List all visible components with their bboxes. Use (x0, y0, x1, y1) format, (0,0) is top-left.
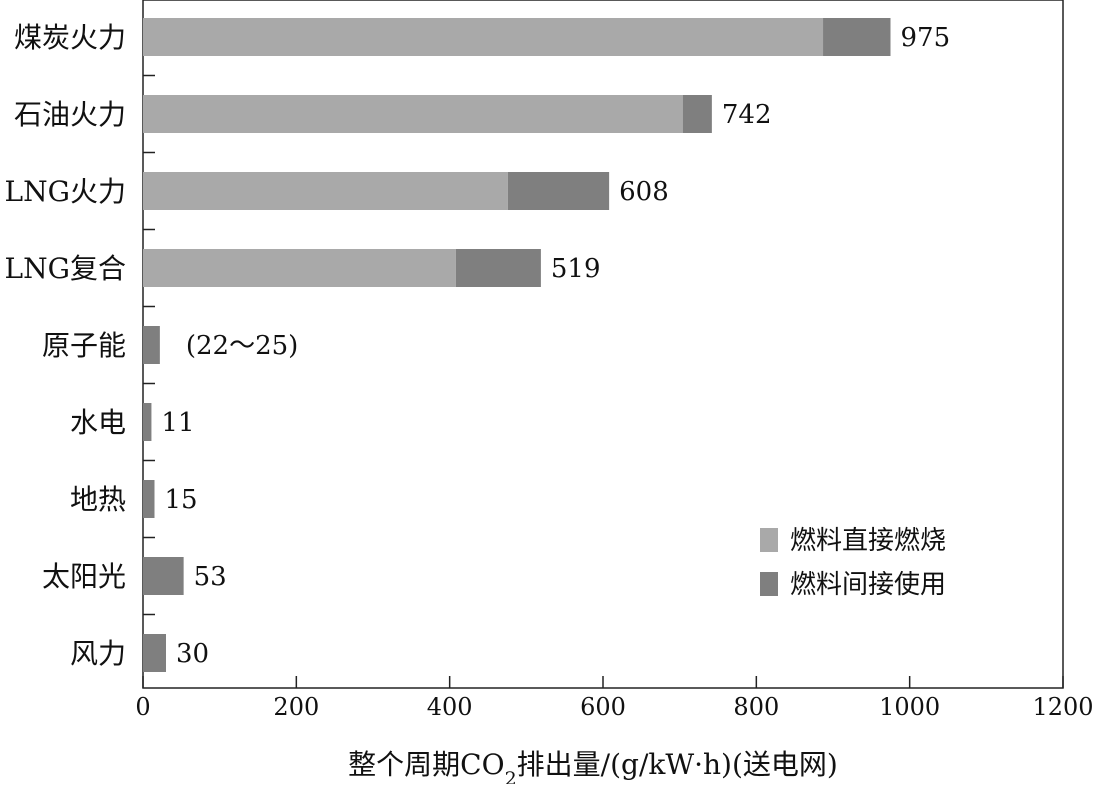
bar-value-label: 519 (551, 254, 601, 284)
category-label: 煤炭火力 (14, 21, 126, 54)
bar-value-label: 975 (901, 23, 951, 53)
bar-segment-direct (143, 95, 683, 133)
bar-segment-indirect (143, 557, 184, 595)
x-axis-title: 整个周期CO2排出量/(g/kW·h)(送电网) (348, 748, 838, 784)
category-label: 水电 (70, 406, 126, 439)
axis-ticks-layer: 0 200 400 600 800 1000 1200 (135, 74, 1094, 721)
bar-value-label: 53 (194, 562, 227, 592)
x-axis-title-subscript: 2 (505, 768, 517, 784)
bar-value-label: (22～25) (186, 331, 298, 361)
category-label: 原子能 (42, 329, 126, 362)
x-tick-label: 600 (580, 693, 626, 721)
legend-label: 燃料间接使用 (790, 570, 946, 600)
bar-value-label: 742 (722, 100, 772, 130)
x-tick-label: 1200 (1032, 693, 1093, 721)
x-tick-label: 800 (733, 693, 779, 721)
category-label: 太阳光 (42, 560, 126, 593)
x-tick-label: 400 (427, 693, 473, 721)
x-tick-label: 200 (273, 693, 319, 721)
legend-swatch (760, 572, 778, 596)
bar-value-label: 608 (619, 177, 669, 207)
value-labels-layer: 975 742 608 519 (22～25) 11 15 53 30 (161, 23, 950, 669)
bar-segment-indirect (823, 18, 891, 56)
x-tick-label: 1000 (879, 693, 940, 721)
x-axis-title-suffix: 排出量/(g/kW·h)(送电网) (517, 748, 838, 781)
category-label: LNG复合 (5, 252, 126, 285)
x-tick-label: 0 (135, 693, 150, 721)
x-axis-title-prefix: 整个周期CO (348, 748, 504, 781)
bar-segment-indirect (143, 480, 155, 518)
bar-segment-indirect (455, 249, 541, 287)
bar-segment-direct (143, 172, 508, 210)
legend-swatch (760, 528, 778, 552)
bar-segment-direct (143, 249, 456, 287)
bar-segment-indirect (143, 326, 160, 364)
bar-value-label: 30 (176, 639, 209, 669)
bar-value-label: 11 (161, 408, 194, 438)
category-label: 地热 (70, 483, 126, 516)
bar-segment-direct (143, 18, 824, 56)
bars-layer (143, 18, 891, 672)
bar-segment-indirect (143, 403, 152, 441)
bar-segment-indirect (143, 634, 166, 672)
category-label: 石油火力 (14, 98, 126, 131)
bar-segment-indirect (507, 172, 610, 210)
legend-label: 燃料直接燃烧 (790, 526, 946, 556)
category-label: LNG火力 (5, 175, 126, 208)
bar-segment-indirect (682, 95, 712, 133)
category-label: 风力 (70, 637, 126, 670)
bar-value-label: 15 (165, 485, 198, 515)
